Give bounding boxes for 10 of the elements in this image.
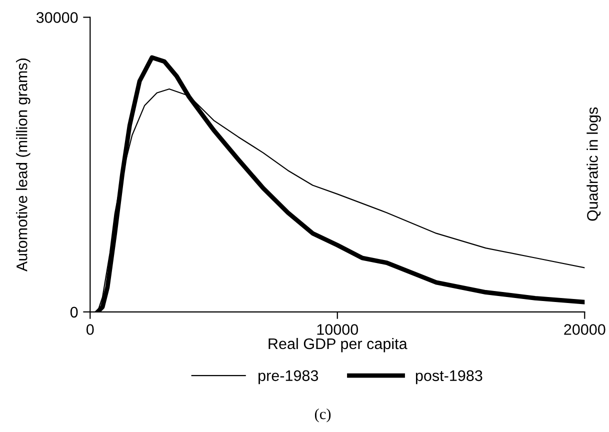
- legend-label: pre-1983: [258, 370, 318, 384]
- x-tick-label: 10000: [317, 324, 358, 335]
- y-tick-label: 30000: [36, 12, 78, 23]
- legend-label: post-1983: [416, 370, 482, 384]
- x-axis-title: Real GDP per capita: [268, 338, 408, 352]
- y-axis-title: Automotive lead (million grams): [16, 58, 30, 272]
- text: (c): [314, 408, 331, 422]
- x-tick-label: 20000: [564, 324, 606, 335]
- y2-axis-title: Quadratic in logs: [586, 107, 601, 221]
- x-tick-label: 0: [86, 324, 94, 335]
